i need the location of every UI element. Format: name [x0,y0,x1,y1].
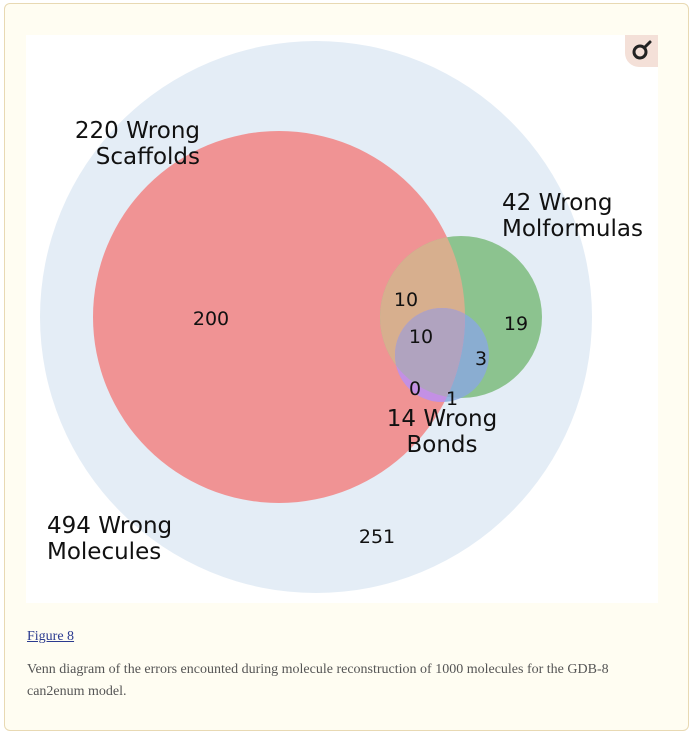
set-scaffolds-circle [93,131,465,503]
count-molformulas-bonds: 3 [475,348,487,370]
label-molformulas-line2: Molformulas [502,216,643,242]
label-bonds: 14 Wrong [387,406,498,432]
label-molecules: 494 Wrong [47,513,172,539]
label-molformulas: 42 Wrong [502,190,613,216]
figure-link[interactable]: Figure 8 [27,629,75,644]
label-bonds-line2: Bonds [406,432,477,458]
label-molecules-line2: Molecules [47,539,161,565]
count-molecules-only: 251 [359,526,395,548]
figure-caption: Venn diagram of the errors encounted dur… [27,662,609,699]
count-scaffolds-only: 200 [193,308,229,330]
count-molformulas-only: 19 [504,313,528,335]
overlap-all-three [395,308,465,398]
zoom-button[interactable] [625,35,658,67]
label-scaffolds-line2: Scaffolds [96,144,200,170]
count-scaffolds-bonds: 0 [409,378,421,400]
venn-diagram: 220 Wrong Scaffolds 42 Wrong Molformulas… [26,35,658,603]
magnifier-icon [632,40,651,60]
label-scaffolds: 220 Wrong [75,118,200,144]
count-all-three: 10 [409,326,433,348]
count-bonds-only: 1 [446,388,458,410]
count-scaffolds-molformulas: 10 [394,289,418,311]
